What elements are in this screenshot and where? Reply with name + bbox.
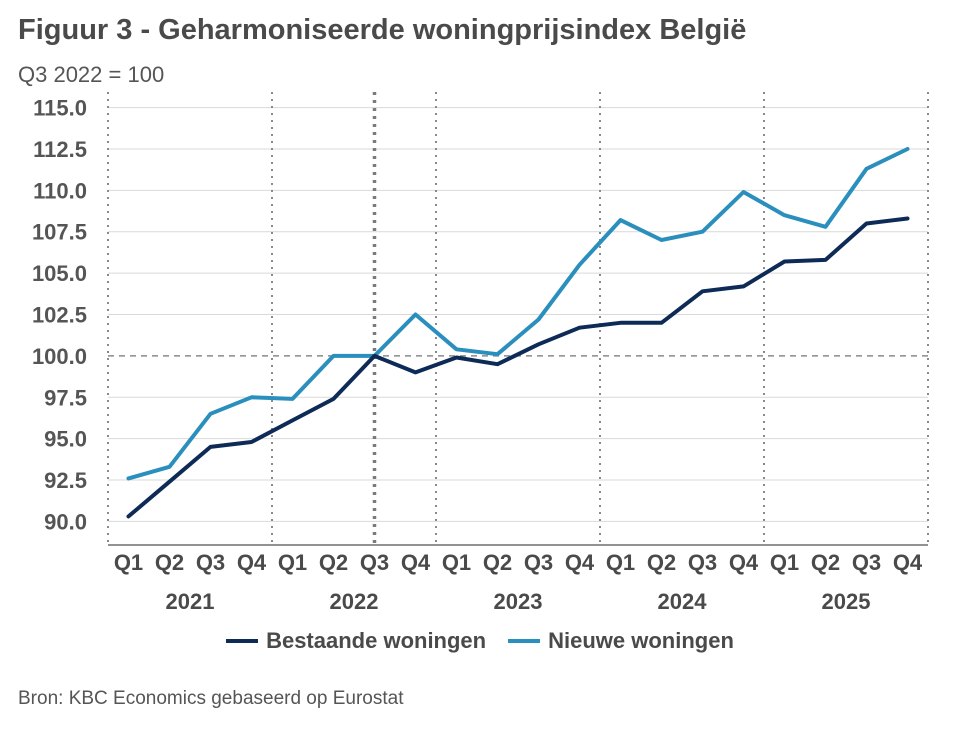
series-line-nieuwe-woningen [126,147,910,481]
x-tick-label: Q4 [729,550,759,575]
y-tick-label: 92.5 [44,468,87,493]
x-tick-label: Q1 [606,550,635,575]
x-tick-label: Q2 [155,550,184,575]
x-tick-label: Q4 [893,550,923,575]
x-tick-label: Q2 [811,550,840,575]
x-tick-label: Q4 [565,550,595,575]
y-tick-label: 112.5 [33,137,87,162]
y-tick-label: 110.0 [33,178,87,203]
y-tick-label: 105.0 [32,261,87,286]
x-tick-label: Q4 [237,550,267,575]
legend: Bestaande woningen Nieuwe woningen [0,628,960,654]
x-year-label: 2023 [494,589,543,614]
x-tick-label: Q1 [442,550,471,575]
chart-subtitle: Q3 2022 = 100 [18,62,165,87]
legend-swatch-nieuwe [508,639,541,643]
legend-label-bestaande: Bestaande woningen [266,628,487,653]
y-tick-label: 95.0 [44,427,87,452]
series-line-bestaande-woningen [126,216,910,519]
y-tick-label: 115.0 [33,96,87,121]
x-tick-label: Q1 [114,550,143,575]
x-tick-label: Q1 [278,550,307,575]
y-tick-label: 97.5 [44,385,87,410]
x-tick-label: Q3 [852,550,881,575]
y-tick-label: 90.0 [44,509,87,534]
legend-item-nieuwe: Nieuwe woningen [508,628,734,654]
y-tick-label: 102.5 [32,303,87,328]
x-tick-label: Q3 [360,550,389,575]
x-year-label: 2021 [166,589,215,614]
source-note: Bron: KBC Economics gebaseerd op Eurosta… [18,688,404,709]
x-tick-label: Q2 [647,550,676,575]
x-tick-label: Q2 [319,550,348,575]
legend-item-bestaande: Bestaande woningen [226,628,486,654]
x-year-label: 2024 [658,589,708,614]
x-tick-label: Q3 [688,550,717,575]
x-tick-label: Q3 [196,550,225,575]
chart-title: Figuur 3 - Geharmoniseerde woningprijsin… [18,14,747,46]
y-tick-label: 100.0 [32,344,87,369]
x-tick-label: Q3 [524,550,553,575]
x-tick-label: Q1 [770,550,799,575]
legend-swatch-bestaande [226,639,259,643]
x-year-label: 2025 [822,589,871,614]
x-tick-label: Q4 [401,550,431,575]
legend-label-nieuwe: Nieuwe woningen [548,628,734,653]
x-year-label: 2022 [330,589,379,614]
x-tick-label: Q2 [483,550,512,575]
y-tick-label: 107.5 [32,220,87,245]
